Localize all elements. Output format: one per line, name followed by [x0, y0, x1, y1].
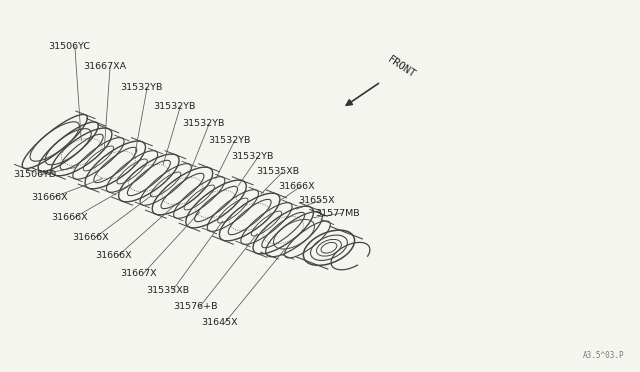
Text: 31577MB: 31577MB — [315, 209, 360, 218]
Text: 31666X: 31666X — [95, 251, 131, 260]
Text: 31535XB: 31535XB — [256, 167, 299, 176]
Text: A3.5^03.P: A3.5^03.P — [582, 351, 624, 360]
Text: 31576+B: 31576+B — [173, 302, 218, 311]
Text: 31666X: 31666X — [31, 193, 67, 202]
Text: 31532YB: 31532YB — [208, 136, 250, 145]
Text: 31655X: 31655X — [298, 196, 335, 205]
Text: 31667XA: 31667XA — [83, 62, 126, 71]
Text: 31532YB: 31532YB — [154, 102, 196, 110]
Text: 31535XB: 31535XB — [146, 286, 189, 295]
Text: 31667X: 31667X — [120, 269, 157, 278]
Text: 31666X: 31666X — [72, 233, 109, 242]
Text: 31532YB: 31532YB — [232, 152, 274, 161]
Text: 31506YD: 31506YD — [13, 170, 56, 179]
Text: 31506YC: 31506YC — [48, 42, 90, 51]
Text: 31666X: 31666X — [278, 182, 315, 190]
Text: FRONT: FRONT — [386, 54, 417, 80]
Text: 31666X: 31666X — [51, 213, 88, 222]
Text: 31645X: 31645X — [202, 318, 238, 327]
Text: 31532YB: 31532YB — [120, 83, 163, 92]
Text: 31532YB: 31532YB — [182, 119, 225, 128]
